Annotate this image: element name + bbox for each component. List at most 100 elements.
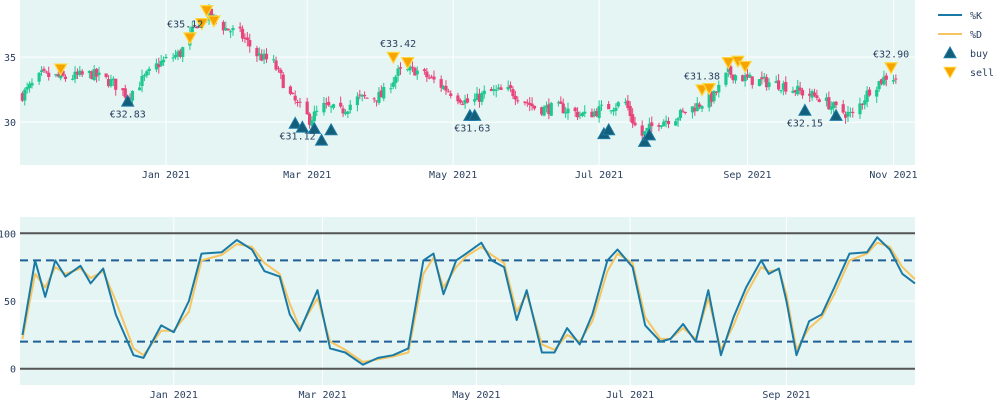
candle-body-down <box>817 99 821 102</box>
stochastic-x-tick-label: Jul 2021 <box>606 390 654 400</box>
candle-body-down <box>94 68 99 77</box>
candle-body-down <box>104 73 108 78</box>
candle-body-down <box>44 71 48 73</box>
candle-body-down <box>248 40 252 47</box>
candle-body-up <box>757 79 762 87</box>
candle-body-down <box>413 67 417 76</box>
candle-body-up <box>138 87 142 91</box>
candle-body-down <box>561 103 565 114</box>
candle-body-up <box>832 102 836 109</box>
candle-body-up <box>623 102 628 104</box>
candle-body-down <box>815 95 819 99</box>
candlestick-series <box>20 4 898 141</box>
buy-signal-marker <box>307 121 322 134</box>
candle-body-up <box>882 76 886 85</box>
sell-signal-marker <box>884 62 899 75</box>
candle-body-up <box>779 90 783 92</box>
candle-body-down <box>178 50 182 57</box>
candle-body-down <box>63 76 68 80</box>
candle-body-down <box>827 97 831 110</box>
candle-body-up <box>272 59 276 61</box>
candle-body-down <box>709 91 714 102</box>
candle-body-down <box>590 111 594 118</box>
legend[interactable]: %K %D buy sell <box>938 11 994 80</box>
stochastic-x-tick-label: Jan 2021 <box>150 390 198 400</box>
candle-body-down <box>362 94 367 97</box>
candle-body-up <box>147 68 151 72</box>
candle-body-up <box>348 104 352 111</box>
legend-item-d[interactable]: %D <box>938 30 982 41</box>
candle-body-down <box>90 71 94 79</box>
legend-item-sell[interactable]: sell <box>943 66 994 80</box>
candle-body-down <box>750 76 754 85</box>
candle-body-up <box>212 14 216 16</box>
candle-body-up <box>791 90 795 93</box>
candle-body-up <box>482 90 486 95</box>
candle-body-up <box>331 104 336 108</box>
sell-signal-marker <box>199 4 214 18</box>
candle-body-up <box>415 70 419 75</box>
candle-body-up <box>463 99 467 104</box>
candle-body-down <box>595 110 599 117</box>
candle-body-down <box>374 100 379 102</box>
candle-body-down <box>547 104 551 115</box>
candle-body-up <box>690 106 695 113</box>
candle-body-down <box>834 101 838 106</box>
candle-body-up <box>877 81 881 90</box>
candle-body-down <box>465 98 470 103</box>
stochastic-x-tick-label: Mar 2021 <box>298 390 346 400</box>
candle-body-up <box>441 86 446 90</box>
candle-body-up <box>87 70 91 73</box>
sell-signal-marker <box>194 17 209 31</box>
candle-body-down <box>379 90 383 98</box>
candle-body-down <box>193 25 197 27</box>
candle-body-down <box>427 77 431 79</box>
candle-body-down <box>293 95 297 101</box>
candle-body-down <box>525 102 529 104</box>
candle-body-down <box>456 95 460 102</box>
candle-body-up <box>875 89 879 97</box>
stochastic-y-tick-label: 100 <box>0 229 16 240</box>
candle-body-down <box>260 54 264 61</box>
sell-signal-marker <box>400 56 415 70</box>
candle-body-down <box>650 122 654 127</box>
candle-body-down <box>425 71 429 78</box>
sell-signal-marker <box>206 15 221 29</box>
candle-body-down <box>410 66 415 68</box>
candle-body-down <box>530 103 534 107</box>
candle-body-up <box>377 92 381 103</box>
sell-signal-marker <box>721 56 736 70</box>
candle-body-up <box>394 76 398 84</box>
candle-body-up <box>743 75 747 82</box>
candle-body-down <box>358 94 362 96</box>
candle-body-up <box>159 60 163 66</box>
candle-body-down <box>42 68 46 71</box>
legend-d-label: %D <box>970 30 982 41</box>
candle-body-down <box>575 111 580 118</box>
candle-body-up <box>494 89 498 91</box>
k-line <box>21 236 916 366</box>
candle-body-down <box>47 72 51 77</box>
candle-body-down <box>528 102 532 105</box>
legend-item-k[interactable]: %K <box>938 11 982 22</box>
candle-body-down <box>681 110 685 112</box>
candle-body-down <box>365 97 369 99</box>
candle-body-down <box>508 85 513 89</box>
candle-body-down <box>784 82 788 92</box>
legend-item-buy[interactable]: buy <box>943 45 988 60</box>
candle-body-up <box>566 108 570 114</box>
sell-signal-marker <box>182 32 197 45</box>
candle-body-down <box>657 125 661 127</box>
candle-body-up <box>497 87 501 89</box>
price-y-tick-label: 30 <box>4 118 16 129</box>
candle-body-down <box>841 104 845 113</box>
candle-body-up <box>408 66 412 71</box>
candle-body-down <box>372 98 376 100</box>
candle-body-down <box>243 37 247 39</box>
candle-body-up <box>599 104 604 106</box>
candle-body-up <box>583 111 587 114</box>
candle-body-up <box>315 110 319 112</box>
price-x-tick-label: Sep 2021 <box>723 170 771 181</box>
candle-body-up <box>724 72 728 85</box>
candle-body-up <box>726 67 730 72</box>
